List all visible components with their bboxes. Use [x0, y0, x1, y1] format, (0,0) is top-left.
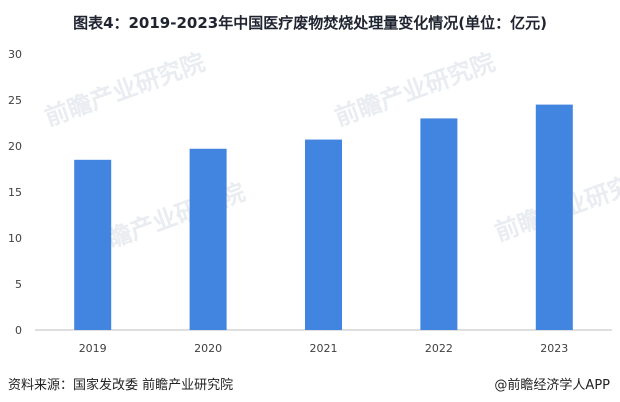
- chart-title: 图表4：2019-2023年中国医疗废物焚烧处理量变化情况(单位：亿元): [73, 14, 547, 32]
- bar-2020: [189, 148, 227, 330]
- x-tick-label: 2020: [194, 342, 222, 355]
- x-tick-label: 2022: [425, 342, 453, 355]
- y-tick-label: 15: [8, 186, 22, 199]
- bar-2021: [305, 139, 342, 330]
- y-tick-label: 5: [15, 278, 22, 291]
- y-tick-label: 30: [8, 48, 22, 61]
- y-tick-label: 0: [15, 324, 22, 337]
- brand-credit: @前瞻经济学人APP: [494, 378, 610, 393]
- bar-2019: [74, 159, 112, 330]
- bar-2023: [535, 104, 573, 330]
- source-note: 资料来源：国家发改委 前瞻产业研究院: [8, 378, 234, 393]
- x-tick-label: 2023: [540, 342, 568, 355]
- y-tick-label: 25: [8, 94, 22, 107]
- y-tick-label: 20: [8, 140, 22, 153]
- x-tick-label: 2019: [79, 342, 107, 355]
- bar-2022: [420, 118, 458, 331]
- y-tick-label: 10: [8, 232, 22, 245]
- x-tick-label: 2021: [310, 342, 338, 355]
